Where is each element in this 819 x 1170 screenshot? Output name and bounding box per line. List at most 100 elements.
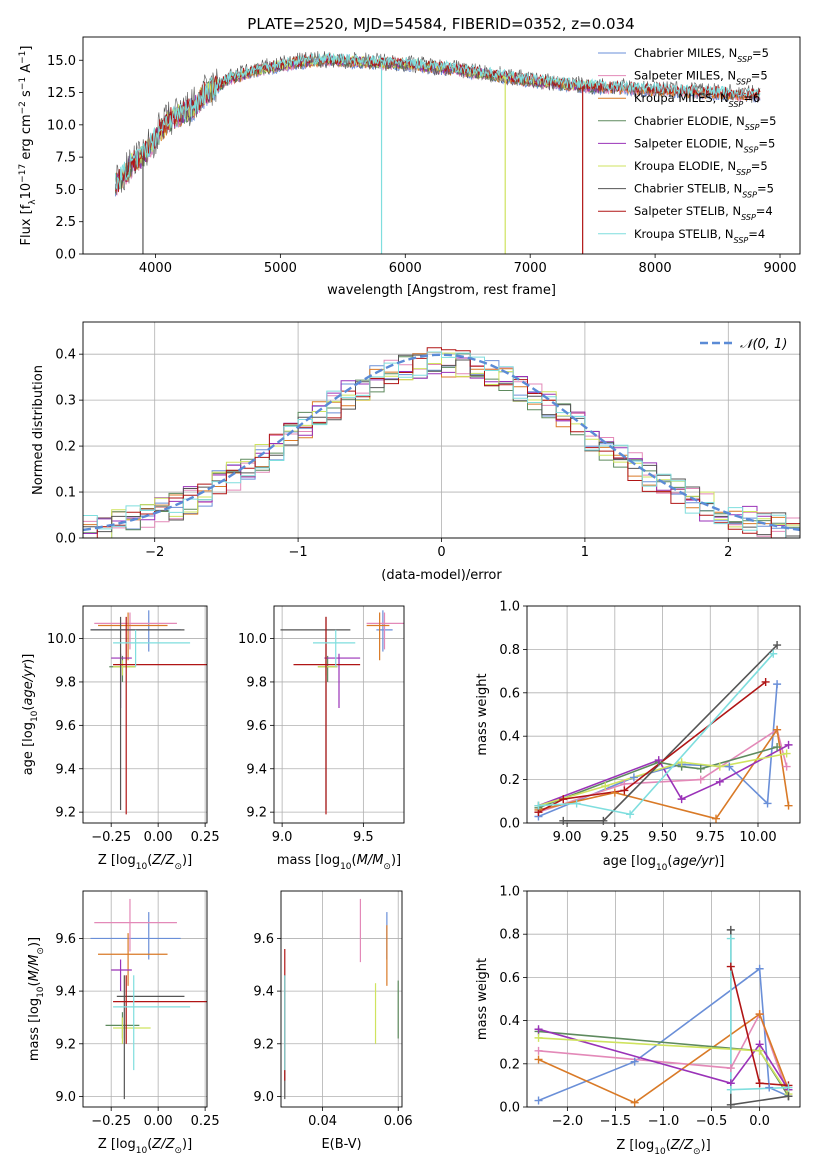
- x-tick-label: 9.75: [696, 830, 725, 845]
- x-tick-label: −1.5: [600, 1114, 632, 1129]
- chart-title: PLATE=2520, MJD=54584, FIBERID=0352, z=0…: [247, 15, 634, 33]
- x-tick-label: 0.00: [144, 830, 173, 845]
- x-axis-label: age [log10(age/yr)]: [603, 854, 725, 873]
- series-line: [538, 1012, 790, 1104]
- legend-sub: SSP: [744, 145, 759, 154]
- label-part: λ: [28, 199, 38, 205]
- spectrum-line: [115, 51, 761, 195]
- data-point: [725, 762, 734, 771]
- label-part: ⊙: [174, 1146, 182, 1156]
- data-point: [534, 1033, 543, 1042]
- data-point: [677, 795, 686, 804]
- y-tick-label: 9.6: [55, 719, 76, 734]
- data-point: [773, 743, 782, 752]
- y-tick-label: 0.6: [499, 971, 520, 986]
- data-point: [654, 756, 663, 765]
- data-point: [773, 641, 782, 650]
- label-part: 10: [340, 862, 352, 872]
- data-point: [629, 773, 638, 782]
- data-point: [534, 801, 543, 810]
- data-point: [601, 782, 610, 791]
- y-axis-label: age [log10(age/yr)]: [21, 654, 40, 776]
- y-axis-label: Normed distribution: [31, 365, 46, 495]
- y-tick-label: 9.2: [253, 1037, 274, 1052]
- label-part: age/yr: [672, 854, 715, 869]
- data-point: [715, 762, 724, 771]
- y-tick-label: 0.1: [55, 486, 76, 501]
- x-tick-label: 6000: [389, 261, 422, 276]
- data-point: [755, 1046, 764, 1055]
- x-axis-label: Z [log10(Z/Z⊙)]: [616, 1138, 710, 1157]
- legend-text: Kroupa ELODIE, N: [634, 159, 736, 173]
- data-point: [534, 1096, 543, 1105]
- y-tick-label: 9.2: [55, 806, 76, 821]
- legend-sub: SSP: [745, 122, 760, 131]
- x-tick-label: 9.5: [353, 830, 374, 845]
- x-tick-label: 0.04: [308, 1114, 337, 1129]
- axes-frame: [82, 890, 208, 1108]
- x-axis-label: E(B-V): [321, 1137, 361, 1152]
- legend-sub: SSP: [737, 55, 752, 64]
- label-part: 10: [654, 1147, 666, 1157]
- label-part: Z [log: [98, 1137, 136, 1152]
- data-point: [696, 764, 705, 773]
- y-tick-label: 0.0: [55, 248, 76, 263]
- plot-area: [83, 347, 800, 538]
- plot-mass-vs-ebv: 0.04 0.06 9.0 9.2 9.4 9.6: [253, 890, 413, 1129]
- x-axis-label: Z [log10(Z/Z⊙)]: [98, 853, 192, 872]
- legend-text: =5: [757, 182, 774, 196]
- data-point: [782, 749, 791, 758]
- plot-area: [90, 610, 207, 815]
- legend-text: =4: [756, 204, 773, 218]
- plot-residual-hist: −2 −1 0 1 2 0.0 0.1 0.2 0.3 0.4: [55, 321, 801, 560]
- legend-text: Salpeter STELIB, N: [634, 204, 741, 218]
- plot-mass-vs-Z: −0.25 0.00 0.25 9.0 9.2 9.4 9.6: [55, 890, 220, 1129]
- plot-age-vs-mass: 9.0 9.5 9.2 9.4 9.6 9.8 10.0: [238, 605, 405, 845]
- histogram-step: [83, 354, 800, 537]
- data-point: [769, 649, 778, 658]
- legend-text: Chabrier ELODIE, N: [634, 114, 745, 128]
- series-line: [538, 653, 774, 816]
- legend-text: Chabrier STELIB, N: [634, 182, 742, 196]
- x-tick-label: 0.25: [191, 1114, 220, 1129]
- label-part: Z/Z: [151, 1137, 175, 1152]
- data-point: [784, 1092, 793, 1101]
- y-axis-label: Flux [fλ10−17 erg cm−2 s−1 A−1]: [18, 46, 38, 246]
- data-point: [626, 810, 635, 819]
- y-tick-label: 0.0: [499, 817, 520, 832]
- label-part: (: [27, 981, 42, 986]
- spectrum-line: [115, 55, 600, 194]
- data-point: [726, 1085, 735, 1094]
- x-tick-label: 9.0: [272, 830, 293, 845]
- axes-frame: [82, 321, 801, 539]
- data-point: [763, 799, 772, 808]
- chart-panels: 4000 5000 6000 7000 8000 90000.02.55.07.510.0…: [18, 36, 801, 1157]
- y-axis-label: mass weight: [475, 673, 490, 755]
- y-tick-label: 1.0: [499, 600, 520, 615]
- label-part: Flux [f: [19, 204, 34, 245]
- plot-age-vs-Z: −0.25 0.00 0.25 9.2 9.4 9.6 9.8 10.0: [47, 605, 220, 845]
- axes-frame: [82, 605, 208, 824]
- x-tick-label: 2: [724, 545, 732, 560]
- y-tick-label: 0.4: [499, 730, 520, 745]
- data-point: [696, 775, 705, 784]
- legend-label: Chabrier ELODIE, NSSP=5: [634, 114, 776, 132]
- label-part: 10: [136, 862, 148, 872]
- x-tick-label: 9000: [763, 261, 796, 276]
- y-tick-label: 0.2: [55, 440, 76, 455]
- y-tick-label: 0.8: [499, 643, 520, 658]
- label-part: (: [352, 853, 357, 868]
- y-tick-label: 2.5: [55, 215, 76, 230]
- label-part: (: [667, 854, 672, 869]
- axes-frame: [273, 605, 405, 824]
- y-tick-label: 0.2: [499, 1057, 520, 1072]
- label-part: )]: [714, 854, 724, 869]
- spectrum-line: [115, 52, 761, 190]
- data-point: [559, 795, 568, 804]
- legend-sub: SSP: [741, 213, 756, 222]
- label-part: mass [log: [277, 853, 340, 868]
- normal-curve: [83, 353, 800, 532]
- legend-sub: SSP: [734, 235, 749, 244]
